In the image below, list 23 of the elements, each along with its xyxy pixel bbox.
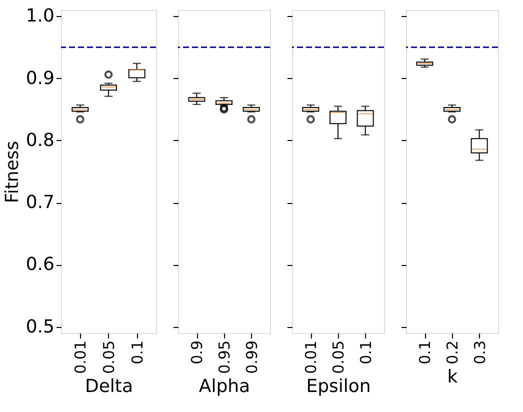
y-axis-title: Fitness <box>2 140 23 204</box>
x-tick-label: 0.3 <box>470 340 489 364</box>
x-tick-label: 0.2 <box>444 340 462 364</box>
y-tick-label: 0.6 <box>26 254 54 276</box>
x-axis-title: Alpha <box>198 376 250 397</box>
x-tick-label: 0.01 <box>72 340 90 374</box>
x-axis-title: Epsilon <box>306 376 371 397</box>
x-tick-label: 0.05 <box>330 340 348 374</box>
y-tick-label: 0.8 <box>26 130 54 151</box>
x-tick-label: 0.99 <box>242 340 261 374</box>
x-tick-label: 0.01 <box>302 340 320 374</box>
y-tick-label: 1.0 <box>26 6 54 27</box>
y-tick-label: 0.9 <box>26 68 54 89</box>
x-tick-label: 0.1 <box>128 340 146 364</box>
x-tick-label: 0.9 <box>188 340 206 364</box>
x-tick-label: 0.05 <box>100 340 118 374</box>
x-axis-title: k <box>447 366 458 388</box>
y-tick-label: 0.7 <box>26 192 54 214</box>
y-tick-label: 0.5 <box>26 316 54 338</box>
x-tick-label: 0.1 <box>416 340 434 364</box>
x-axis-title: Delta <box>84 376 134 397</box>
x-tick-label: 0.95 <box>216 340 234 374</box>
x-tick-label: 0.1 <box>356 340 375 364</box>
